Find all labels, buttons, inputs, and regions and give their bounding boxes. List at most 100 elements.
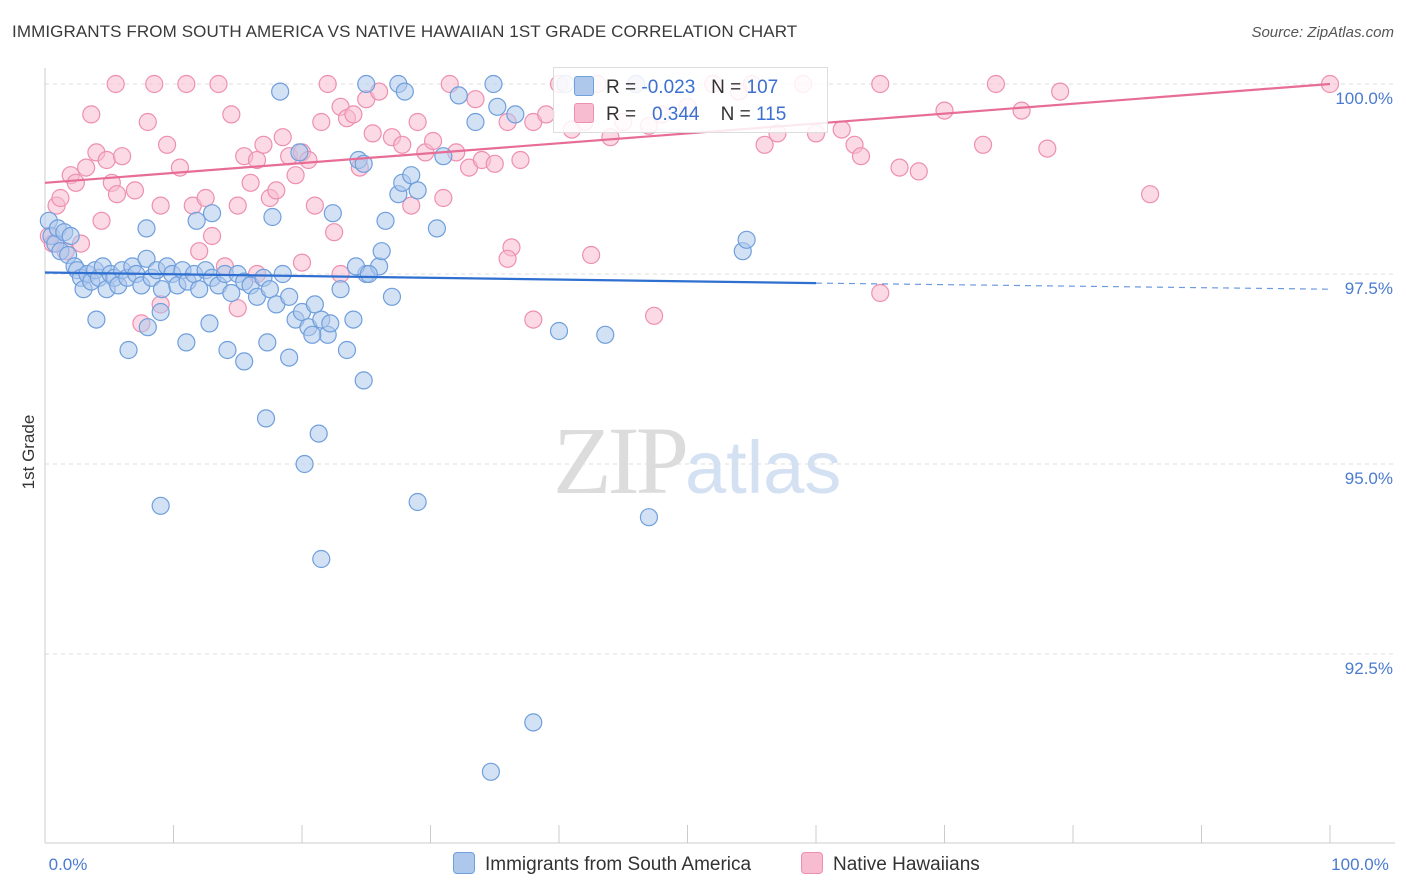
trend-lines: [44, 82, 1331, 290]
data-point-series2: [202, 226, 222, 246]
data-point-series2: [92, 211, 111, 230]
data-point-series2: [973, 135, 993, 154]
watermark-atlas: atlas: [685, 426, 842, 509]
data-point-series2: [228, 299, 247, 318]
data-point-series2: [871, 283, 890, 303]
data-point-series2: [1038, 139, 1057, 158]
data-point-series1: [312, 549, 331, 569]
bottom-legend-series1: Immigrants from South America: [453, 852, 751, 876]
data-point-series2: [82, 105, 101, 124]
data-point-series1: [337, 340, 357, 360]
data-point-series1: [260, 280, 279, 299]
watermark: ZIPatlas: [553, 405, 841, 516]
data-point-series1: [151, 302, 170, 322]
data-point-series1: [152, 280, 172, 299]
series1-legend-label: Immigrants from South America: [485, 854, 752, 875]
y-tick-label: 92.5%: [1345, 659, 1393, 678]
series1-n-value: 107: [746, 77, 779, 98]
n-label: N =: [720, 104, 751, 125]
series1-swatch: [574, 76, 594, 96]
data-point-series1: [295, 454, 314, 474]
data-point-series1: [402, 166, 421, 185]
data-point-series2: [1051, 82, 1070, 101]
data-point-series1: [344, 310, 363, 329]
data-point-series2: [157, 135, 177, 154]
y-axis-title: 1st Grade: [19, 415, 38, 490]
data-point-series2: [190, 242, 209, 261]
series2-legend-label: Native Hawaiians: [833, 854, 980, 875]
data-point-series1: [488, 97, 507, 116]
data-point-series2: [890, 158, 909, 177]
data-point-series2: [286, 166, 305, 185]
bottom-legend-series2: Native Hawaiians: [801, 852, 980, 876]
data-point-series1: [61, 226, 80, 246]
data-point-series1: [190, 280, 209, 299]
trend-line-series2: [44, 82, 1331, 184]
data-point-series1: [202, 204, 222, 223]
data-point-series1: [177, 333, 196, 352]
data-point-series2: [344, 105, 363, 124]
tick-labels: 92.5% 95.0% 97.5% 100.0% 0.0% 100.0%: [49, 89, 1393, 874]
data-point-series2: [106, 74, 125, 94]
data-point-series1: [280, 287, 299, 306]
data-point-series2: [151, 196, 170, 215]
data-point-series2: [498, 249, 517, 268]
data-point-series1: [357, 74, 376, 94]
data-point-series2: [209, 74, 228, 94]
data-point-series1: [408, 492, 427, 512]
trend-line-series1: [44, 271, 817, 285]
y-tick-label: 97.5%: [1345, 279, 1393, 298]
data-point-series2: [434, 188, 453, 208]
data-point-series1: [481, 762, 500, 781]
data-point-series1: [321, 314, 340, 333]
data-point-series2: [112, 147, 132, 166]
data-point-series1: [549, 321, 569, 341]
data-point-series2: [423, 131, 443, 151]
data-point-series2: [402, 196, 421, 215]
data-point-series2: [305, 196, 324, 215]
data-point-series1: [303, 325, 322, 344]
data-point-series2: [408, 112, 427, 132]
data-point-series2: [909, 162, 928, 181]
r-label: R =: [606, 77, 637, 98]
data-point-series2: [466, 90, 485, 109]
data-point-series2: [222, 105, 241, 124]
data-point-series1: [119, 340, 138, 360]
data-point-series1: [376, 211, 395, 230]
data-point-series2: [312, 112, 331, 132]
data-point-series1: [427, 219, 447, 238]
x-tick-label-end: 100.0%: [1331, 855, 1389, 874]
data-point-series1: [309, 424, 328, 443]
series2-legend-swatch: [801, 852, 823, 874]
data-point-series2: [273, 128, 292, 147]
data-point-series2: [318, 74, 337, 94]
data-point-series1: [273, 264, 292, 284]
data-point-series1: [138, 318, 157, 337]
series2-r-value: 0.344: [651, 104, 700, 125]
chart-title: IMMIGRANTS FROM SOUTH AMERICA VS NATIVE …: [12, 22, 798, 41]
x-tick-label-start: 0.0%: [49, 855, 88, 874]
data-point-series2: [524, 310, 543, 329]
data-point-series2: [393, 135, 412, 154]
data-point-series2: [755, 135, 774, 154]
data-point-series2: [107, 185, 127, 204]
data-point-series1: [256, 409, 276, 428]
data-point-series2: [66, 173, 85, 192]
series1-legend-swatch: [453, 852, 475, 874]
y-tick-label: 100.0%: [1335, 89, 1393, 108]
data-point-series2: [254, 135, 273, 154]
data-point-series2: [241, 173, 260, 192]
data-point-series2: [51, 188, 70, 208]
y-tick-label: 95.0%: [1345, 469, 1393, 488]
series2-n-value: 115: [756, 104, 787, 125]
source-credit: Source: ZipAtlas.com: [1251, 24, 1394, 41]
data-point-series2: [986, 74, 1006, 94]
data-point-series2: [145, 74, 164, 94]
data-point-series1: [737, 230, 756, 249]
data-point-series1: [200, 314, 219, 333]
data-point-series2: [228, 196, 247, 215]
data-point-series2: [851, 147, 871, 166]
data-point-series1: [222, 283, 241, 303]
data-point-series1: [218, 340, 237, 360]
data-point-series2: [325, 223, 344, 242]
